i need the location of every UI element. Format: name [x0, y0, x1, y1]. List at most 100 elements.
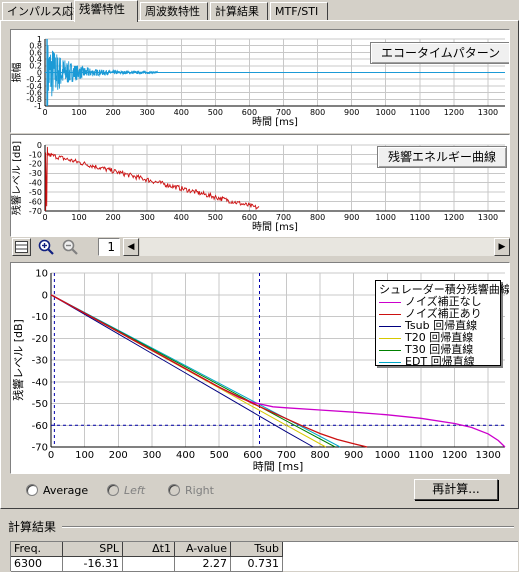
y-tick-label: -50	[32, 399, 48, 410]
legend-swatch	[379, 301, 401, 303]
impulse-response-line	[47, 45, 158, 106]
legend-item-tsub: Tsub 回帰直線	[379, 320, 497, 332]
x-tick-label: 1100	[410, 108, 430, 117]
x-tick-label: 200	[109, 450, 128, 461]
schroeder-legend: シュレーダー積分残響曲線 ノイズ補正なし ノイズ補正あり Tsub 回帰直線 T…	[375, 280, 509, 368]
y-tick-label: -0.4	[26, 82, 42, 91]
y-axis-label: 振幅	[11, 63, 23, 83]
legend-swatch	[379, 313, 401, 315]
legend-item-edt: EDT 回帰直線	[379, 356, 497, 368]
results-cell-tsub: 0.731	[231, 557, 283, 572]
radio-dot	[26, 484, 38, 496]
x-tick-label: 600	[243, 450, 262, 461]
results-header-dt1[interactable]: Δt1	[123, 542, 175, 557]
tab-reverberation[interactable]: 残響特性	[74, 0, 138, 22]
echo-time-pattern-title: エコータイムパターン	[370, 42, 509, 64]
y-tick-label: 0.8	[29, 42, 42, 51]
x-tick-label: 400	[174, 108, 189, 117]
results-cell-freq: 6300	[11, 557, 63, 572]
y-tick-label: 10	[35, 269, 48, 280]
x-tick-label: 0	[48, 450, 54, 461]
x-tick-label: 100	[75, 450, 94, 461]
chart-toolbar: 1 ◀ ▶	[10, 236, 510, 258]
energy-decay-chart: 0 100 200 300 400 500 600 700 800 900 1000 1100 1200…	[11, 141, 505, 233]
zoom-out-icon	[62, 239, 78, 255]
x-tick-label: 300	[140, 108, 155, 117]
scroll-right-button[interactable]: ▶	[494, 238, 510, 256]
y-tick-label: 0.6	[29, 48, 42, 57]
y-tick-label: -20	[29, 160, 42, 169]
noise-correction-curve	[50, 294, 368, 448]
x-tick-label: 600	[242, 213, 257, 222]
results-header-spl[interactable]: SPL	[63, 542, 123, 557]
y-tick-label: -40	[32, 377, 48, 388]
x-tick-label: 500	[208, 108, 223, 117]
fit-view-icon	[15, 241, 28, 253]
x-tick-label: 1100	[408, 450, 433, 461]
results-header-freq[interactable]: Freq.	[11, 542, 63, 557]
legend-item-no-noise-correction: ノイズ補正なし	[379, 296, 497, 308]
energy-decay-title: 残響エネルギー曲線	[377, 146, 508, 168]
y-tick-label: 0	[37, 141, 42, 150]
y-tick-label: -30	[29, 169, 42, 178]
results-header-tsub[interactable]: Tsub	[231, 542, 283, 557]
horizontal-scrollbar-track[interactable]	[140, 238, 494, 256]
x-tick-label: 700	[277, 450, 296, 461]
y-tick-label: -60	[29, 197, 42, 206]
zoom-in-button[interactable]	[36, 238, 55, 256]
tab-mtf-sti[interactable]: MTF/STI	[270, 2, 328, 21]
results-cell-dt1	[123, 557, 175, 572]
y-tick-label: -20	[32, 334, 48, 345]
y-tick-label: 1	[37, 35, 42, 44]
y-tick-label: 0.4	[29, 55, 42, 64]
fit-view-button[interactable]	[12, 238, 31, 256]
tab-results[interactable]: 計算結果	[210, 2, 268, 21]
x-tick-label: 1200	[444, 108, 464, 117]
results-title: 計算結果	[8, 520, 57, 534]
x-tick-label: 800	[310, 450, 329, 461]
x-tick-label: 900	[344, 108, 359, 117]
x-tick-label: 100	[71, 213, 86, 222]
legend-item-t20: T20 回帰直線	[379, 332, 497, 344]
y-tick-label: -1	[34, 102, 42, 111]
x-tick-label: 1300	[478, 108, 498, 117]
x-tick-label: 200	[106, 213, 121, 222]
y-tick-label: 0	[37, 68, 42, 77]
legend-swatch	[379, 325, 401, 327]
y-tick-label: -70	[32, 443, 48, 454]
results-row[interactable]: 6300 -16.31 2.27 0.731	[11, 557, 283, 572]
energy-decay-line	[45, 146, 260, 211]
y-tick-label: -60	[32, 421, 48, 432]
y-tick-label: -30	[32, 356, 48, 367]
tsub-regression-line	[50, 294, 314, 448]
y-tick-label: 0	[42, 290, 48, 301]
x-tick-label: 0	[42, 213, 47, 222]
tab-impulse-response[interactable]: インパルス応答	[2, 2, 84, 21]
x-tick-label: 300	[142, 450, 161, 461]
tab-strip: インパルス応答 残響特性 周波数特性 計算結果 MTF/STI	[0, 0, 519, 22]
y-tick-label: -70	[29, 207, 42, 216]
radio-average[interactable]: Average	[26, 483, 88, 497]
x-tick-label: 500	[208, 213, 223, 222]
results-header-a-value[interactable]: A-value	[175, 542, 231, 557]
radio-right[interactable]: Right	[168, 483, 214, 497]
legend-swatch	[379, 361, 401, 363]
x-tick-label: 1200	[442, 450, 467, 461]
zoom-out-button[interactable]	[60, 238, 79, 256]
page-number-box[interactable]: 1	[98, 238, 120, 256]
radio-left[interactable]: Left	[107, 483, 145, 497]
tab-frequency-response[interactable]: 周波数特性	[140, 2, 208, 21]
x-tick-label: 1000	[376, 213, 396, 222]
recalculate-button[interactable]: 再計算...	[414, 479, 498, 500]
x-tick-label: 1000	[375, 450, 400, 461]
x-tick-label: 800	[310, 213, 325, 222]
results-cell-spl: -16.31	[63, 557, 123, 572]
radio-dot	[107, 484, 119, 496]
y-tick-label: -10	[32, 312, 48, 323]
x-tick-label: 500	[210, 450, 229, 461]
x-tick-label: 0	[42, 108, 47, 117]
y-tick-label: -10	[29, 150, 42, 159]
scroll-left-button[interactable]: ◀	[123, 238, 139, 256]
radio-right-label: Right	[185, 483, 214, 497]
scroll-right-icon: ▶	[498, 242, 506, 252]
